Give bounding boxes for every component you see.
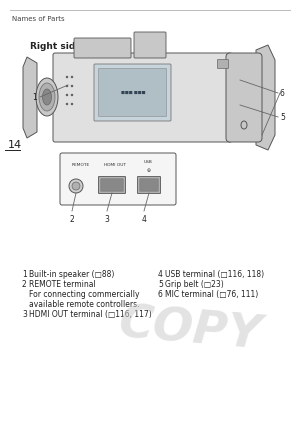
Ellipse shape (36, 78, 58, 116)
Text: MIC terminal (□76, 111): MIC terminal (□76, 111) (165, 290, 258, 299)
Text: 1: 1 (22, 270, 27, 279)
FancyBboxPatch shape (137, 176, 160, 193)
FancyBboxPatch shape (74, 38, 131, 58)
Text: REMOTE: REMOTE (72, 163, 90, 167)
Text: available remote controllers.: available remote controllers. (29, 300, 140, 309)
Text: Grip belt (□23): Grip belt (□23) (165, 280, 224, 289)
Text: 3: 3 (105, 215, 110, 224)
FancyBboxPatch shape (226, 53, 262, 142)
Text: HDMI OUT terminal (□116, 117): HDMI OUT terminal (□116, 117) (29, 310, 152, 319)
FancyBboxPatch shape (94, 64, 171, 121)
Circle shape (66, 94, 68, 96)
Text: Names of Parts: Names of Parts (12, 16, 64, 22)
Text: 5: 5 (280, 113, 285, 122)
Text: ⊕: ⊕ (147, 168, 151, 173)
Text: 14: 14 (8, 140, 22, 150)
Text: REMOTE terminal: REMOTE terminal (29, 280, 96, 289)
Text: 3: 3 (22, 310, 27, 319)
Text: 4: 4 (158, 270, 163, 279)
Text: 6: 6 (280, 88, 285, 97)
Circle shape (66, 85, 68, 87)
FancyBboxPatch shape (101, 179, 123, 191)
Text: 2: 2 (22, 280, 27, 289)
Text: 2: 2 (70, 215, 74, 224)
Circle shape (66, 76, 68, 78)
Ellipse shape (43, 89, 52, 105)
Text: Right side view: Right side view (30, 42, 108, 51)
Text: 4: 4 (142, 215, 146, 224)
Circle shape (71, 103, 73, 105)
Circle shape (71, 76, 73, 78)
Circle shape (69, 179, 83, 193)
Polygon shape (256, 45, 275, 150)
FancyBboxPatch shape (218, 60, 229, 68)
Text: 6: 6 (158, 290, 163, 299)
FancyBboxPatch shape (98, 68, 166, 116)
Circle shape (66, 103, 68, 105)
Text: HDMI OUT: HDMI OUT (104, 163, 126, 167)
Text: USB: USB (144, 160, 153, 164)
Text: For connecting commercially: For connecting commercially (29, 290, 140, 299)
Circle shape (71, 85, 73, 87)
Text: 5: 5 (158, 280, 163, 289)
FancyBboxPatch shape (134, 32, 166, 58)
Polygon shape (23, 57, 37, 138)
FancyBboxPatch shape (98, 176, 125, 193)
Text: 1: 1 (32, 93, 37, 102)
Circle shape (71, 94, 73, 96)
Text: USB terminal (□116, 118): USB terminal (□116, 118) (165, 270, 264, 279)
FancyBboxPatch shape (53, 53, 232, 142)
Ellipse shape (39, 83, 55, 111)
Text: Built-in speaker (□88): Built-in speaker (□88) (29, 270, 114, 279)
FancyBboxPatch shape (60, 153, 176, 205)
Text: ■■■ ■■■: ■■■ ■■■ (121, 91, 145, 95)
Circle shape (72, 182, 80, 190)
Text: COPY: COPY (116, 301, 263, 359)
FancyBboxPatch shape (140, 179, 158, 191)
